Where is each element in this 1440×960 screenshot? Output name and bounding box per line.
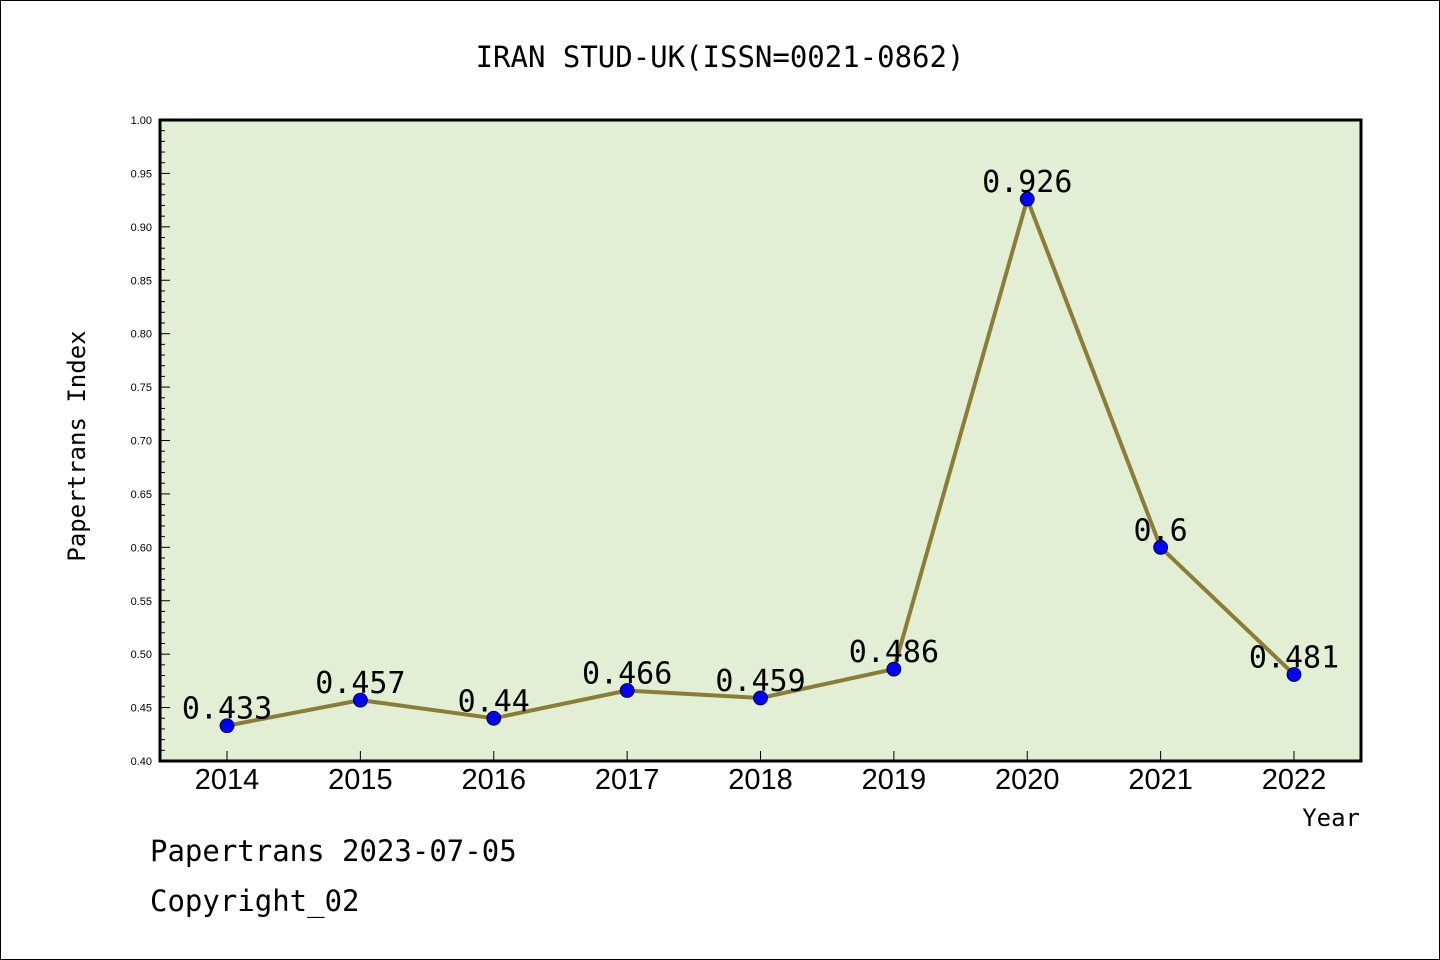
y-tick-label: 0.85 xyxy=(131,275,152,287)
x-tick-label: 2017 xyxy=(595,764,660,796)
data-point-label: 0.457 xyxy=(315,666,405,701)
chart-title: IRAN STUD-UK(ISSN=0021-0862) xyxy=(476,40,965,74)
x-axis-label: Year xyxy=(1302,804,1360,832)
plot-area xyxy=(158,118,1363,763)
y-tick-label: 1.00 xyxy=(131,115,152,127)
data-point-marker xyxy=(886,661,902,677)
x-axis: 2014 2015 2016 2017 2018 2019 2020 2021 2022 xyxy=(195,751,1327,796)
x-tick-label: 2019 xyxy=(862,764,927,796)
y-tick-label: 0.75 xyxy=(131,382,152,394)
data-point-label: 0.6 xyxy=(1134,513,1188,548)
data-point-marker xyxy=(486,710,502,726)
data-point-marker xyxy=(753,690,768,706)
y-axis: 0.40 0.45 0.50 0.55 0.60 0.65 0.70 0.75 0.80 0.85… xyxy=(131,115,170,768)
x-tick-label: 2022 xyxy=(1262,764,1327,796)
data-point-label: 0.486 xyxy=(849,635,939,670)
data-series xyxy=(219,191,1302,734)
x-tick-label: 2014 xyxy=(195,764,260,796)
footer-copyright-text: Copyright_02 xyxy=(150,884,360,918)
x-tick-label: 2021 xyxy=(1128,764,1193,796)
footer-date-text: Papertrans 2023-07-05 xyxy=(150,834,517,868)
data-point-marker xyxy=(219,718,235,734)
x-tick-label: 2018 xyxy=(728,764,793,796)
data-point-marker xyxy=(1019,191,1035,207)
y-tick-label: 0.55 xyxy=(131,596,152,608)
y-axis-label: Papertrans Index xyxy=(63,330,91,561)
y-tick-label: 0.45 xyxy=(131,703,152,715)
data-point-marker xyxy=(352,692,368,708)
y-tick-label: 0.50 xyxy=(131,649,152,661)
y-tick-label: 0.60 xyxy=(131,542,152,554)
x-tick-label: 2015 xyxy=(328,764,393,796)
data-labels: 0.433 0.457 0.44 0.466 0.459 0.486 0.926 0.6 0.4… xyxy=(182,165,1339,727)
data-point-label: 0.481 xyxy=(1249,640,1339,675)
data-point-label: 0.44 xyxy=(458,684,530,719)
data-point-marker xyxy=(619,683,635,698)
y-tick-label: 0.90 xyxy=(131,222,152,234)
data-point-marker xyxy=(1286,667,1302,682)
data-point-label: 0.926 xyxy=(982,165,1072,200)
data-point-label: 0.459 xyxy=(715,664,805,699)
data-point-label: 0.466 xyxy=(582,656,672,691)
x-tick-label: 2020 xyxy=(995,764,1060,796)
y-tick-label: 0.80 xyxy=(131,329,152,341)
data-point-label: 0.433 xyxy=(182,692,272,727)
y-tick-label: 0.70 xyxy=(131,436,152,448)
x-tick-label: 2016 xyxy=(461,764,526,796)
y-tick-label: 0.95 xyxy=(131,168,152,180)
y-tick-label: 0.40 xyxy=(131,756,152,768)
data-point-marker xyxy=(1153,539,1169,555)
y-tick-label: 0.65 xyxy=(131,489,152,501)
